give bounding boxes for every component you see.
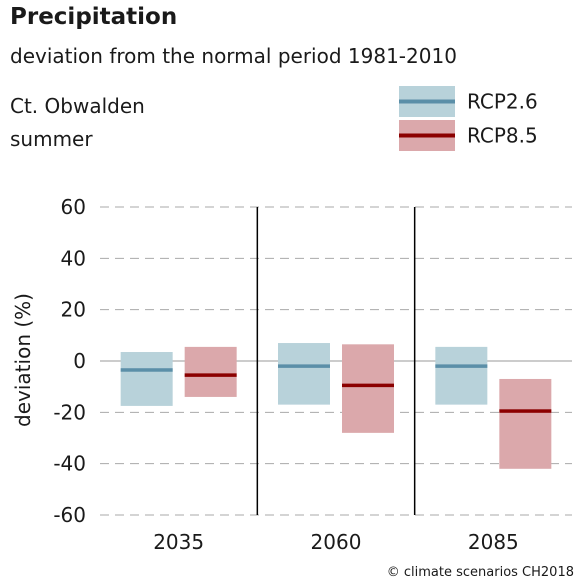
y-tick-label: 40 xyxy=(61,246,86,270)
range-box-rcp26-2060 xyxy=(278,343,330,405)
y-tick-label: -40 xyxy=(53,452,86,476)
region-label: Ct. Obwalden xyxy=(10,94,145,118)
y-tick-label: 20 xyxy=(61,298,86,322)
legend-median xyxy=(399,99,455,104)
chart-title: Precipitation xyxy=(10,4,178,30)
y-tick-label: 0 xyxy=(73,349,86,373)
legend-label: RCP2.6 xyxy=(467,90,538,114)
range-box-rcp85-2060 xyxy=(342,344,394,433)
median-line-rcp85-2085 xyxy=(499,409,552,413)
median-line-rcp85-2060 xyxy=(342,383,394,388)
labels-layer: 60 40 20 0 -20 -40 -60 2035 2060 2085 xyxy=(53,195,518,554)
y-axis-title: deviation (%) xyxy=(11,293,35,427)
range-box-rcp26-2035 xyxy=(120,352,173,406)
legend-label: RCP8.5 xyxy=(467,124,538,148)
credit-text: © climate scenarios CH2018 xyxy=(386,565,574,580)
x-tick-label: 2035 xyxy=(153,530,204,554)
bars-layer xyxy=(120,343,552,469)
range-box-rcp26-2085 xyxy=(435,346,488,405)
x-tick-label: 2085 xyxy=(468,530,519,554)
legend: RCP2.6 RCP8.5 xyxy=(399,86,538,151)
y-tick-label: -20 xyxy=(53,400,86,424)
x-tick-label: 2060 xyxy=(311,530,362,554)
y-tick-label: 60 xyxy=(61,195,86,219)
range-box-rcp85-2085 xyxy=(499,378,552,469)
median-line-rcp26-2060 xyxy=(278,364,330,368)
median-line-rcp26-2085 xyxy=(435,364,488,368)
grid-layer xyxy=(100,206,572,516)
range-box-rcp85-2035 xyxy=(184,346,237,397)
y-tick-label: -60 xyxy=(53,503,86,527)
median-line-rcp26-2035 xyxy=(120,368,173,372)
median-line-rcp85-2035 xyxy=(184,373,237,377)
season-label: summer xyxy=(10,127,93,151)
chart-subtitle: deviation from the normal period 1981-20… xyxy=(10,44,457,68)
legend-median xyxy=(399,133,455,138)
